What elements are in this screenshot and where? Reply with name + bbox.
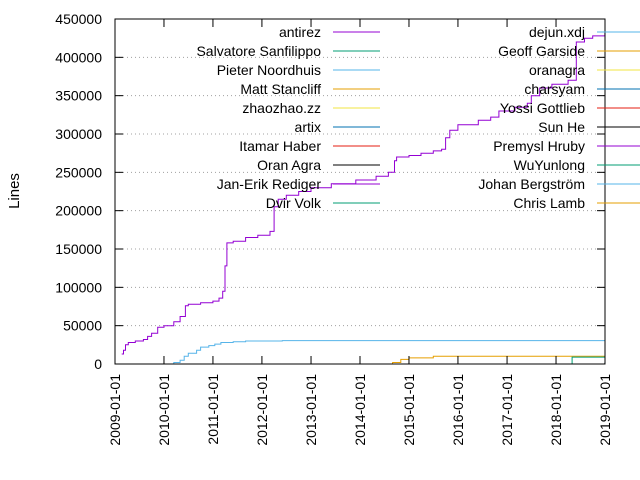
series-line (565, 356, 605, 365)
legend-label: dejun.xdj (529, 24, 585, 40)
legend-label: artix (295, 119, 321, 135)
legend-label: Itamar Haber (239, 138, 321, 154)
y-tick-label: 200000 (55, 203, 102, 219)
legend-label: Matt Stancliff (240, 81, 321, 97)
legend-label: Dvir Volk (266, 195, 322, 211)
legend-label: Johan Bergström (478, 176, 585, 192)
x-tick-label: 2016-01-01 (450, 374, 466, 446)
y-tick-label: 250000 (55, 164, 102, 180)
legend-label: Oran Agra (257, 157, 321, 173)
grid (115, 56, 605, 327)
y-tick-label: 350000 (55, 88, 102, 104)
legend-label: Pieter Noordhuis (217, 62, 321, 78)
y-tick-label: 0 (94, 356, 102, 372)
legend-label: charsyam (524, 81, 585, 97)
x-tick-label: 2019-01-01 (597, 374, 613, 446)
x-tick-label: 2012-01-01 (254, 374, 270, 446)
x-tick-label: 2009-01-01 (107, 374, 123, 446)
y-tick-label: 50000 (63, 318, 102, 334)
series-line (121, 32, 606, 355)
legend-label: Salvatore Sanfilippo (196, 43, 321, 59)
legend-label: zhaozhao.zz (242, 100, 321, 116)
legend-label: Yossi Gottlieb (500, 100, 585, 116)
y-axis-title: Lines (6, 173, 23, 209)
x-tick-label: 2015-01-01 (401, 374, 417, 446)
y-tick-label: 400000 (55, 49, 102, 65)
x-tick-label: 2017-01-01 (499, 374, 515, 446)
legend-label: oranagra (529, 62, 585, 78)
series-line (170, 340, 605, 365)
y-tick-label: 100000 (55, 279, 102, 295)
legend-label: Jan-Erik Rediger (217, 176, 322, 192)
series-line (380, 355, 605, 365)
legend: antirez Salvatore Sanfilippo Pieter Noordh… (196, 24, 640, 211)
x-tick-label: 2018-01-01 (548, 374, 564, 446)
legend-label: Sun He (538, 119, 585, 135)
y-tick-label: 300000 (55, 126, 102, 142)
legend-label: Chris Lamb (513, 195, 585, 211)
x-tick-label: 2011-01-01 (205, 374, 221, 445)
legend-label: Geoff Garside (498, 43, 585, 59)
ticks: 0 50000 100000 150000 200000 250000 300000 3500… (55, 11, 613, 446)
legend-label: Premysl Hruby (493, 138, 585, 154)
y-tick-label: 450000 (55, 11, 102, 27)
y-tick-label: 150000 (55, 241, 102, 257)
x-tick-label: 2014-01-01 (352, 374, 368, 446)
legend-label: WuYunlong (514, 157, 585, 173)
legend-label: antirez (279, 24, 321, 40)
x-tick-label: 2013-01-01 (303, 374, 319, 446)
x-tick-label: 2010-01-01 (156, 374, 172, 446)
